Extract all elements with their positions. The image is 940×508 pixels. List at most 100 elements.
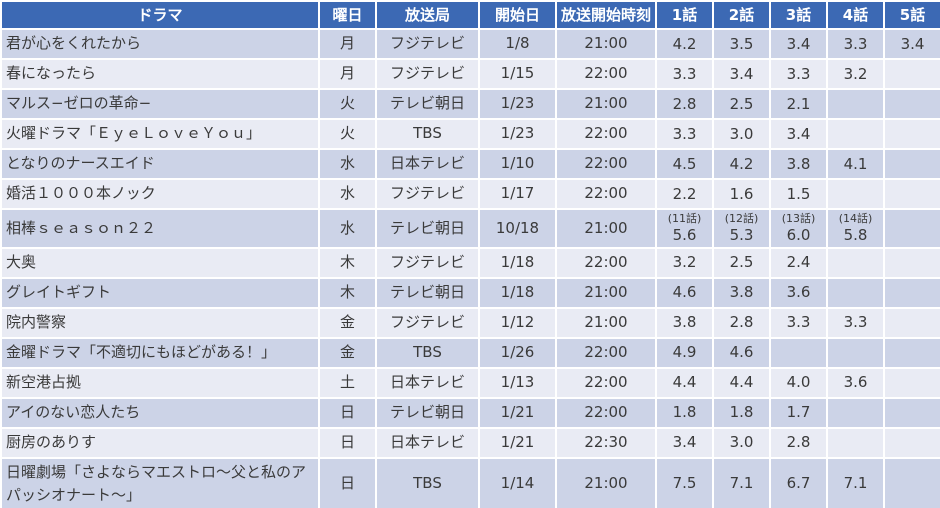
day-cell: 日 (318, 426, 377, 459)
rating-value: 4.6 (729, 343, 754, 362)
rating-cell: 3.0 (712, 426, 771, 459)
station-cell: フジテレビ (375, 58, 480, 90)
col-header-ep5: 5話 (883, 0, 940, 30)
rating-cell: 3.4 (883, 28, 940, 60)
drama-title-cell: グレイトギフト (0, 276, 320, 309)
start-time-cell: 22:00 (555, 148, 657, 180)
start-date-cell: 1/12 (478, 306, 557, 339)
station-cell: テレビ朝日 (375, 276, 480, 309)
table-row: グレイトギフト木テレビ朝日 1/18 21:00 4.6 3.8 3.6 (0, 276, 940, 309)
drama-title-cell: 金曜ドラマ「不適切にもほどがある！」 (0, 336, 320, 369)
rating-value: 4.0 (786, 373, 811, 392)
rating-cell: 2.2 (655, 178, 714, 210)
rating-value: 1.5 (786, 184, 811, 203)
rating-value: 5.6 (672, 225, 697, 244)
rating-cell: 2.5 (712, 246, 771, 279)
rating-cell: 3.3 (769, 306, 828, 339)
rating-cell (883, 336, 940, 369)
col-header-ep3: 3話 (769, 0, 828, 30)
rating-value: 5.8 (843, 225, 868, 244)
rating-cell: 4.4 (655, 366, 714, 399)
table-row: 日曜劇場「さよならマエストロ～父と私のアパッシオナート～」日 TBS 1/14 21:… (0, 456, 940, 508)
rating-value: 2.8 (786, 433, 811, 452)
rating-cell: 3.6 (826, 366, 885, 399)
rating-value: 3.6 (843, 373, 868, 392)
rating-cell: 3.3 (655, 58, 714, 90)
rating-value: 2.4 (786, 253, 811, 272)
start-date-cell: 1/15 (478, 58, 557, 90)
rating-cell: 7.1 (826, 456, 885, 508)
rating-value: 3.3 (786, 313, 811, 332)
drama-title-cell: 春になったら (0, 58, 320, 90)
station-cell: テレビ朝日 (375, 396, 480, 429)
start-time-cell: 22:30 (555, 426, 657, 459)
rating-cell: (12話) 5.3 (712, 208, 771, 249)
rating-value: 4.9 (672, 343, 697, 362)
rating-value: 1.6 (729, 184, 754, 203)
day-cell: 水 (318, 148, 377, 180)
rating-cell: 2.5 (712, 88, 771, 120)
rating-value: 4.2 (729, 154, 754, 173)
rating-cell: 3.3 (826, 28, 885, 60)
drama-title-cell: 君が心をくれたから (0, 28, 320, 60)
rating-cell: 3.2 (655, 246, 714, 279)
station-cell: 日本テレビ (375, 426, 480, 459)
table-body: 君が心をくれたから月フジテレビ 1/8 21:00 4.2 3.5 3.4 3.3 3.4 春に… (0, 28, 940, 508)
day-cell: 水 (318, 208, 377, 249)
rating-cell: 6.7 (769, 456, 828, 508)
drama-title-cell: 婚活１０００本ノック (0, 178, 320, 210)
rating-value: 2.5 (729, 253, 754, 272)
rating-value: 4.5 (672, 154, 697, 173)
rating-cell: (11話) 5.6 (655, 208, 714, 249)
start-date-cell: 1/26 (478, 336, 557, 369)
rating-cell: 2.1 (769, 88, 828, 120)
start-date-cell: 1/14 (478, 456, 557, 508)
rating-cell: 4.9 (655, 336, 714, 369)
rating-cell (826, 396, 885, 429)
day-cell: 火 (318, 118, 377, 150)
start-time-cell: 21:00 (555, 208, 657, 249)
rating-cell (826, 88, 885, 120)
rating-cell: 3.4 (769, 28, 828, 60)
table-row: となりのナースエイド水日本テレビ 1/10 22:00 4.5 4.2 3.8 4.1 (0, 148, 940, 180)
rating-cell (883, 88, 940, 120)
station-cell: TBS (375, 456, 480, 508)
start-time-cell: 21:00 (555, 88, 657, 120)
start-time-cell: 22:00 (555, 336, 657, 369)
rating-cell: 7.5 (655, 456, 714, 508)
table-row: 金曜ドラマ「不適切にもほどがある！」金 TBS 1/26 22:00 4.9 4.6 (0, 336, 940, 369)
day-cell: 土 (318, 366, 377, 399)
station-cell: TBS (375, 336, 480, 369)
drama-title-cell: となりのナースエイド (0, 148, 320, 180)
table-row: 婚活１０００本ノック水フジテレビ 1/17 22:00 2.2 1.6 1.5 (0, 178, 940, 210)
table-row: 君が心をくれたから月フジテレビ 1/8 21:00 4.2 3.5 3.4 3.3 3.4 (0, 28, 940, 60)
rating-cell: 3.8 (655, 306, 714, 339)
rating-value: 3.3 (843, 313, 868, 332)
station-cell: フジテレビ (375, 178, 480, 210)
col-header-start-time: 放送開始時刻 (555, 0, 657, 30)
rating-value: 4.6 (672, 283, 697, 302)
rating-cell: 1.7 (769, 396, 828, 429)
rating-cell (826, 118, 885, 150)
start-time-cell: 22:00 (555, 58, 657, 90)
start-date-cell: 10/18 (478, 208, 557, 249)
rating-cell: 3.6 (769, 276, 828, 309)
drama-title-cell: 火曜ドラマ「ＥｙｅＬｏｖｅＹｏｕ」 (0, 118, 320, 150)
rating-value: 3.4 (786, 124, 811, 143)
start-time-cell: 21:00 (555, 306, 657, 339)
rating-value: 4.1 (843, 154, 868, 173)
rating-value: 3.4 (729, 64, 754, 83)
station-cell: フジテレビ (375, 246, 480, 279)
start-time-cell: 22:00 (555, 366, 657, 399)
rating-value: 1.7 (786, 403, 811, 422)
episode-note: (12話) (724, 212, 759, 225)
episode-note: (11話) (667, 212, 702, 225)
rating-cell: 3.5 (712, 28, 771, 60)
rating-value: 3.8 (672, 313, 697, 332)
rating-value: 7.1 (843, 474, 868, 493)
drama-title-cell: 大奥 (0, 246, 320, 279)
day-cell: 日 (318, 456, 377, 508)
rating-cell (883, 148, 940, 180)
rating-cell: 3.8 (769, 148, 828, 180)
